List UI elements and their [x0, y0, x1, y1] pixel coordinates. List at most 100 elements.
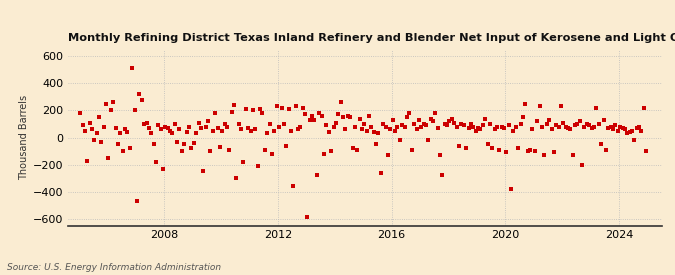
Point — [406, 147, 417, 152]
Point — [562, 126, 573, 130]
Point — [207, 128, 218, 133]
Point — [115, 131, 126, 136]
Point — [264, 122, 275, 126]
Point — [570, 123, 580, 128]
Point — [347, 146, 358, 150]
Point — [527, 127, 538, 131]
Point — [248, 108, 259, 113]
Point — [442, 123, 453, 128]
Point — [501, 150, 512, 155]
Point — [257, 111, 268, 115]
Point — [506, 187, 516, 191]
Point — [413, 118, 424, 122]
Point — [537, 125, 547, 129]
Point — [286, 128, 296, 133]
Point — [127, 66, 138, 71]
Point — [366, 125, 377, 129]
Point — [91, 131, 102, 136]
Text: Monthly Refining District Texas Inland Refinery and Blender Net Input of Kerosen: Monthly Refining District Texas Inland R… — [68, 33, 675, 43]
Point — [110, 126, 121, 130]
Point — [411, 127, 422, 131]
Point — [529, 149, 540, 153]
Point — [298, 106, 308, 110]
Point — [167, 131, 178, 136]
Point — [622, 131, 632, 136]
Point — [463, 126, 474, 130]
Point — [221, 125, 232, 129]
Point — [461, 146, 472, 150]
Point — [155, 127, 166, 131]
Point — [188, 141, 199, 145]
Point — [421, 123, 431, 128]
Point — [86, 127, 97, 131]
Point — [456, 122, 467, 126]
Point — [136, 97, 147, 102]
Point — [631, 126, 642, 130]
Point — [610, 123, 621, 128]
Point — [234, 122, 244, 126]
Point — [174, 127, 185, 131]
Point — [273, 125, 284, 129]
Point — [560, 125, 571, 129]
Point — [281, 144, 292, 148]
Point — [169, 122, 180, 126]
Point — [458, 123, 469, 128]
Point — [267, 152, 277, 156]
Point — [141, 120, 152, 125]
Point — [186, 146, 197, 150]
Point — [551, 123, 562, 128]
Point — [439, 122, 450, 126]
Point — [472, 126, 483, 130]
Point — [603, 126, 614, 130]
Point — [198, 169, 209, 174]
Point — [113, 142, 124, 147]
Point — [134, 92, 145, 96]
Point — [231, 176, 242, 180]
Point — [482, 142, 493, 147]
Point — [423, 138, 433, 142]
Point — [435, 153, 446, 157]
Point — [143, 126, 154, 130]
Point — [629, 138, 640, 142]
Point — [153, 123, 163, 128]
Point — [496, 125, 507, 129]
Point — [433, 126, 443, 130]
Point — [105, 108, 116, 113]
Point — [84, 120, 95, 125]
Point — [262, 131, 273, 136]
Point — [184, 125, 194, 129]
Point — [96, 139, 107, 144]
Point — [210, 111, 221, 115]
Point — [193, 120, 204, 125]
Point — [475, 127, 486, 131]
Point — [584, 123, 595, 128]
Point — [181, 130, 192, 134]
Point — [240, 107, 251, 111]
Point — [383, 153, 394, 157]
Point — [212, 126, 223, 130]
Point — [215, 145, 225, 149]
Point — [148, 142, 159, 147]
Point — [404, 111, 415, 115]
Point — [626, 128, 637, 133]
Point — [316, 114, 327, 118]
Point — [402, 115, 412, 119]
Point — [554, 125, 564, 129]
Point — [292, 127, 303, 131]
Point — [103, 156, 114, 160]
Point — [278, 122, 289, 126]
Point — [122, 130, 133, 134]
Point — [82, 158, 92, 163]
Point — [284, 107, 294, 111]
Point — [451, 125, 462, 129]
Point — [259, 147, 270, 152]
Point — [319, 152, 329, 156]
Point — [636, 128, 647, 133]
Point — [226, 109, 237, 114]
Point — [369, 130, 379, 134]
Point — [101, 101, 111, 106]
Point — [489, 127, 500, 131]
Point — [591, 106, 602, 110]
Point — [338, 115, 348, 119]
Point — [326, 149, 337, 153]
